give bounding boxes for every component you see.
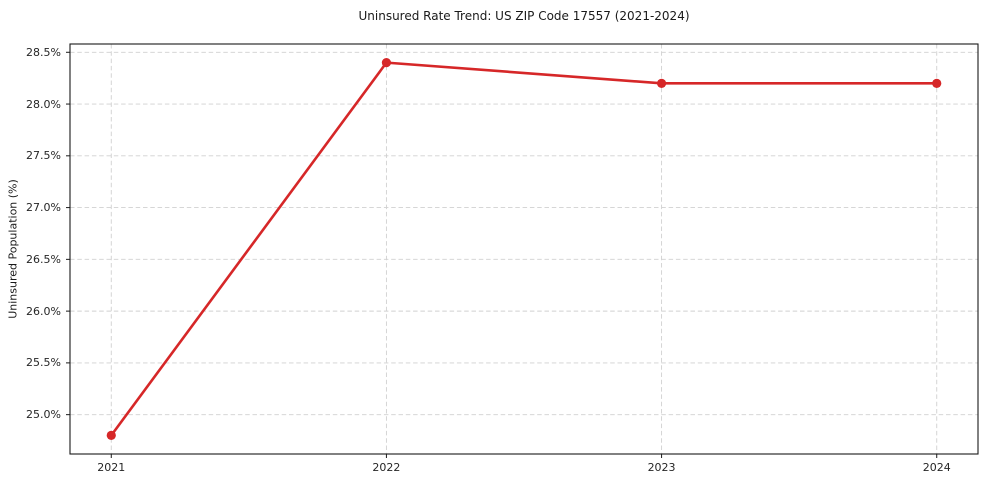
data-point-marker — [656, 78, 667, 88]
trend-line — [109, 61, 939, 437]
y-tick-label: 27.0% — [26, 201, 61, 215]
x-tick-label: 2022 — [372, 461, 401, 474]
y-tick-label: 25.0% — [26, 408, 61, 422]
y-tick-label: 28.5% — [26, 45, 61, 59]
data-point-marker — [381, 58, 392, 68]
y-tick-label: 28.0% — [26, 97, 61, 111]
plot-border — [69, 43, 979, 455]
data-point-marker — [932, 78, 942, 88]
y-tick-label: 26.5% — [26, 252, 61, 266]
y-tick-label: 27.5% — [26, 149, 61, 163]
data-point-marker — [106, 430, 116, 440]
y-tick-label: 25.5% — [26, 356, 61, 370]
x-tick-label: 2024 — [922, 461, 951, 474]
chart-title: Uninsured Rate Trend: US ZIP Code 17557 … — [358, 9, 690, 23]
x-tick-label: 2023 — [647, 461, 676, 474]
x-tick-label: 2021 — [97, 461, 126, 474]
y-tick-label: 26.0% — [26, 304, 61, 318]
